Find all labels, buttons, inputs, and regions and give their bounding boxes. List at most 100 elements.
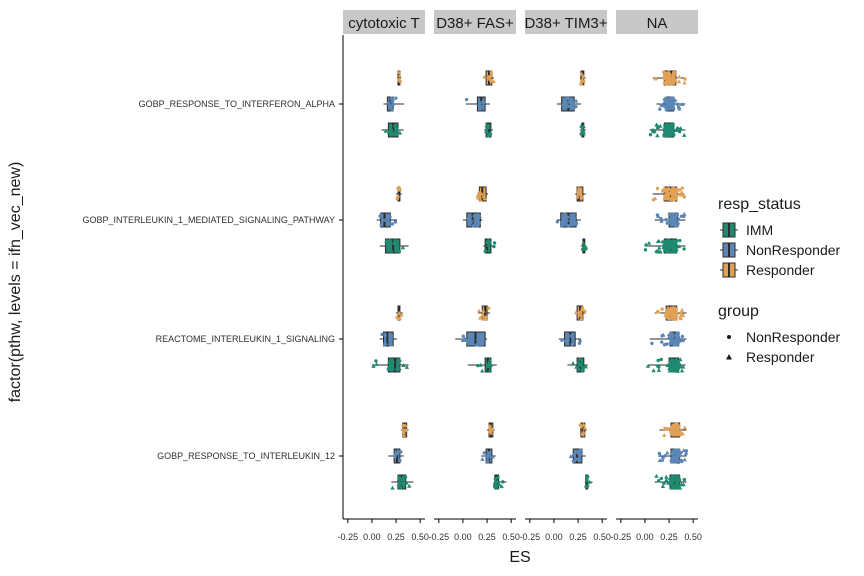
data-point: [559, 224, 564, 228]
data-point: [574, 104, 578, 109]
box-group: [651, 185, 687, 202]
data-point: [682, 132, 687, 137]
data-point: [397, 78, 401, 82]
data-point: [390, 358, 395, 363]
data-point: [668, 189, 673, 194]
data-point: [676, 448, 681, 452]
data-point: [675, 453, 680, 457]
data-point: [563, 212, 567, 216]
facet-strip: [434, 10, 516, 34]
legend-label: Responder: [746, 262, 815, 278]
data-point: [582, 425, 587, 430]
data-point: [578, 423, 583, 427]
data-point: [675, 422, 681, 427]
x-tick-label: -0.25: [611, 532, 632, 542]
data-point: [660, 188, 666, 193]
facet-strip-label: D38+ TIM3+: [524, 15, 607, 32]
box-group: [396, 69, 402, 86]
data-point: [559, 337, 565, 342]
data-point: [483, 316, 488, 321]
data-point: [670, 127, 675, 132]
box-group: [395, 305, 403, 321]
data-point: [387, 129, 392, 134]
data-point: [670, 97, 674, 102]
data-point: [397, 249, 402, 254]
data-point: [662, 125, 667, 130]
data-point: [476, 363, 480, 368]
box-group: [580, 238, 588, 254]
data-point: [679, 102, 685, 106]
data-point: [574, 457, 578, 461]
data-point: [658, 107, 662, 111]
legend-label: NonResponder: [746, 329, 841, 345]
facet-panels: [371, 69, 689, 490]
data-point: [665, 363, 670, 368]
data-point: [397, 481, 402, 485]
data-point: [666, 313, 671, 318]
data-point: [480, 313, 485, 318]
legend-group: group NonResponder Responder: [718, 303, 841, 365]
box-group: [657, 448, 689, 464]
data-point: [475, 336, 481, 341]
data-point: [580, 247, 585, 252]
box-group: [371, 357, 410, 373]
data-point: [671, 316, 677, 321]
data-point: [573, 310, 579, 315]
data-point: [401, 474, 406, 479]
data-point: [482, 451, 486, 455]
data-point: [682, 425, 688, 430]
data-point: [669, 212, 674, 217]
box-group: [584, 474, 593, 490]
data-point: [668, 101, 672, 105]
data-point: [669, 427, 674, 431]
data-point: [562, 96, 568, 101]
data-point: [397, 357, 402, 362]
data-point: [580, 125, 584, 129]
data-point: [581, 433, 585, 437]
data-point: [397, 316, 402, 321]
data-point: [493, 485, 497, 489]
data-point: [386, 245, 392, 250]
box-group: [656, 95, 686, 112]
data-point: [570, 361, 576, 366]
data-point: [564, 222, 568, 226]
data-point: [387, 101, 391, 106]
data-point: [583, 309, 587, 314]
x-tick-label: 0.50: [411, 532, 429, 542]
data-point: [673, 364, 678, 369]
data-point: [672, 307, 677, 312]
data-point: [399, 313, 403, 318]
data-point: [486, 240, 491, 245]
data-point: [492, 244, 496, 249]
data-point: [484, 454, 489, 458]
data-point: [667, 132, 672, 137]
data-point: [660, 340, 664, 344]
data-point: [671, 245, 676, 250]
data-point: [384, 239, 390, 244]
data-point: [383, 128, 389, 133]
facet-strip: [525, 10, 607, 34]
x-tick-label: 0.25: [387, 532, 405, 542]
data-point: [654, 473, 659, 478]
box-group: [649, 331, 687, 347]
data-point: [675, 102, 680, 107]
data-point: [469, 219, 473, 223]
data-point: [646, 240, 652, 245]
data-point: [672, 70, 676, 75]
data-point: [386, 248, 392, 253]
data-point: [684, 452, 688, 456]
data-point: [662, 242, 667, 247]
data-point: [657, 458, 663, 463]
data-point: [672, 212, 676, 216]
data-point: [460, 338, 465, 343]
data-point: [667, 365, 672, 370]
box-group: [555, 212, 581, 228]
data-point: [659, 103, 664, 107]
data-point: [464, 97, 469, 102]
data-point: [388, 126, 393, 131]
box-group: [573, 305, 587, 321]
data-point: [401, 482, 405, 487]
data-point: [677, 432, 682, 437]
legend-key-circle: [727, 335, 731, 339]
data-point: [672, 456, 676, 461]
